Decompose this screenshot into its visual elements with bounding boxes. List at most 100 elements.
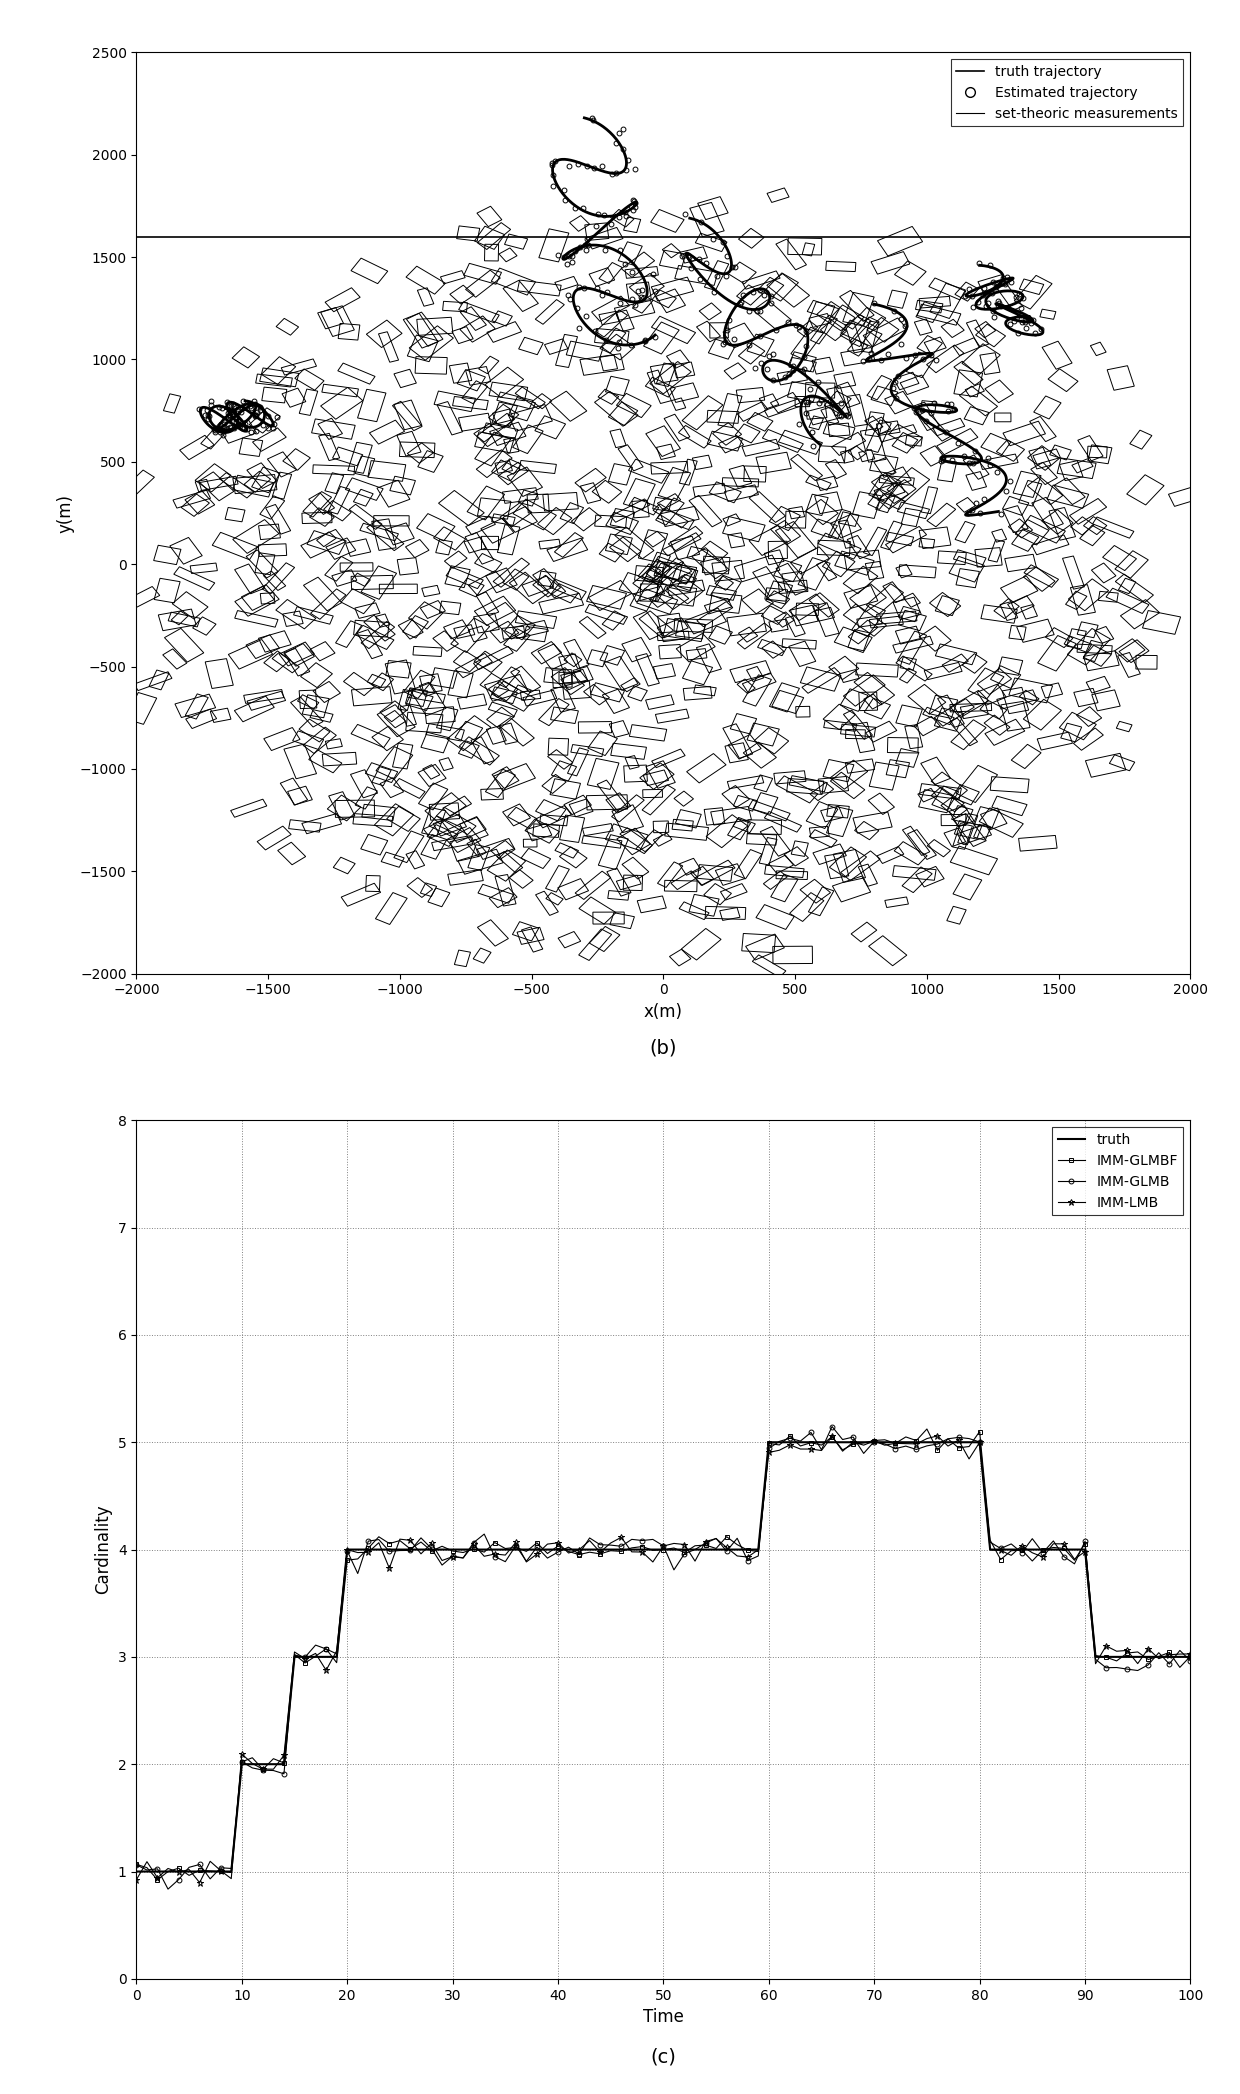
Bar [833,373,856,389]
Bar [831,773,864,798]
Bar [1078,622,1099,639]
Bar [125,693,156,725]
Bar [888,737,919,754]
Bar [869,454,898,473]
Bar [1084,645,1111,666]
Bar [303,695,329,718]
Bar [422,808,445,836]
Bar [467,844,490,871]
Line: truth: truth [136,1443,1190,1872]
Bar [872,473,909,503]
IMM-GLMB [624,1527,639,1552]
Bar [539,540,560,549]
Bar [673,362,694,379]
Bar [796,603,818,616]
Bar [892,433,918,452]
Bar [651,276,693,302]
Bar [1084,651,1120,670]
Bar [806,802,838,829]
Bar [558,879,589,900]
Bar [770,521,801,544]
Bar [357,389,386,421]
Bar [753,299,791,331]
Bar [675,792,693,806]
Bar [653,561,697,582]
Bar [797,320,818,337]
Bar [361,622,394,649]
Bar [234,563,264,595]
Bar [310,507,335,526]
Bar [393,743,413,768]
Bar [310,641,335,662]
IMM-LMB [940,1434,955,1460]
Bar [279,643,314,666]
Bar [497,526,520,555]
Bar [476,413,515,442]
Bar [264,727,300,750]
Bar [728,262,756,285]
Bar [1037,733,1073,750]
Bar [386,660,415,693]
Bar [1084,641,1102,662]
Bar [680,459,697,486]
Bar [832,431,866,454]
Bar [299,389,317,415]
Bar [878,425,916,442]
Bar [895,706,923,727]
Bar [994,599,1019,618]
Bar [818,446,846,463]
Bar [928,840,951,856]
Bar [533,570,565,599]
Bar [698,197,728,220]
Bar [1115,551,1148,578]
IMM-GLMBF [129,1851,144,1876]
Bar [920,446,946,467]
Bar [341,884,381,907]
Bar [768,188,789,203]
Bar [477,222,511,249]
Bar [284,743,316,779]
Bar [595,515,626,528]
Bar [735,423,760,444]
Bar [675,266,718,285]
Bar [624,764,647,783]
Bar [676,810,702,827]
Bar [931,787,965,812]
Bar [351,687,392,706]
Bar [1008,519,1033,538]
Bar [552,760,577,781]
Bar [712,561,744,582]
Bar [711,576,742,601]
Bar [469,572,505,597]
Bar [1001,576,1038,603]
Bar [916,335,942,356]
Bar [707,586,737,601]
Bar [281,387,306,406]
Bar [459,578,484,597]
Bar [863,528,887,555]
Bar [926,346,963,373]
Bar [1002,687,1029,714]
Bar [429,802,460,821]
Bar [604,655,639,691]
Bar [366,762,398,783]
Bar [492,766,520,789]
Bar [997,440,1024,461]
Bar [950,704,992,712]
Bar [614,299,655,320]
Bar [761,605,786,624]
Bar [516,611,557,628]
Bar [372,672,393,691]
Bar [799,557,830,591]
Bar [825,852,848,879]
Bar [1001,701,1030,731]
Bar [895,748,919,766]
Bar [575,469,606,492]
Bar [454,624,475,639]
Bar [966,320,988,348]
Bar [450,838,479,861]
Bar [601,335,635,360]
Bar [512,921,538,940]
Bar [419,683,435,697]
Bar [621,678,640,691]
